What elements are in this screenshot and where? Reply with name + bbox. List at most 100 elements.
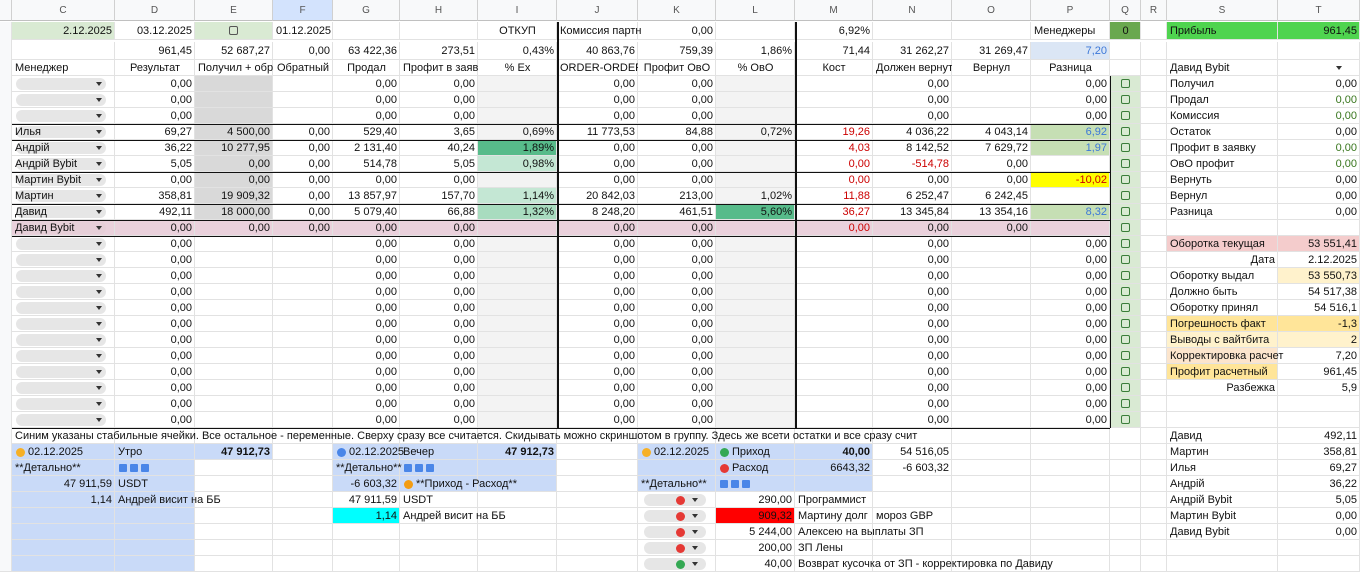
checkbox[interactable]	[1120, 351, 1130, 360]
cell-text: Андрей висит на ББ	[403, 510, 506, 522]
checkbox[interactable]	[1120, 143, 1130, 152]
dropdown[interactable]	[16, 110, 106, 122]
dropdown[interactable]	[16, 254, 106, 266]
cell-text: 0,00	[613, 382, 635, 394]
dropdown[interactable]	[16, 398, 106, 410]
cell	[795, 172, 873, 188]
dropdown[interactable]	[16, 286, 106, 298]
cell-text: 0,00	[375, 174, 397, 186]
dropdown[interactable]	[16, 238, 106, 250]
cell-text: Давид Bybit	[1170, 62, 1230, 74]
checkbox[interactable]	[1120, 319, 1130, 328]
cell	[795, 108, 873, 124]
checkbox[interactable]	[1120, 255, 1130, 264]
cell-text: 0,00	[375, 110, 397, 122]
dropdown[interactable]	[16, 78, 106, 90]
cell-text: 961,45	[158, 45, 192, 57]
cell	[1110, 364, 1141, 380]
cell-text: 69,27	[1329, 462, 1357, 474]
checkbox[interactable]	[1120, 383, 1130, 392]
cell	[873, 348, 952, 364]
checkbox[interactable]	[1120, 223, 1130, 232]
dropdown[interactable]	[16, 318, 106, 330]
cell-text: 1,86%	[760, 45, 792, 57]
cell	[952, 412, 1031, 428]
column-letter: O	[952, 0, 1031, 21]
cell-text: 31 262,27	[900, 45, 949, 57]
dropdown[interactable]	[16, 222, 106, 234]
dropdown[interactable]	[16, 382, 106, 394]
checkbox[interactable]	[1120, 271, 1130, 280]
cell	[1278, 42, 1360, 60]
dropdown[interactable]	[16, 142, 106, 154]
cell-text: 0,00	[453, 94, 475, 106]
checkbox[interactable]	[1120, 287, 1130, 296]
status-dot	[676, 559, 685, 569]
cell-text: 0,00	[375, 366, 397, 378]
dropdown[interactable]	[16, 366, 106, 378]
cell	[873, 300, 952, 316]
cell	[952, 204, 1031, 220]
checkbox[interactable]	[1120, 367, 1130, 376]
cell	[638, 380, 716, 396]
dropdown[interactable]	[644, 494, 706, 506]
cell	[195, 284, 273, 300]
cell	[333, 76, 400, 92]
checkbox[interactable]	[1120, 207, 1130, 216]
dropdown[interactable]	[644, 558, 706, 570]
checkbox[interactable]	[229, 26, 238, 35]
dropdown[interactable]	[16, 190, 106, 202]
dropdown[interactable]	[16, 414, 106, 426]
cell-text: 52 687,27	[221, 45, 270, 57]
checkbox[interactable]	[1120, 415, 1130, 424]
cell-text: 54 516,1	[1314, 302, 1357, 314]
dropdown[interactable]	[16, 158, 106, 170]
cell	[716, 300, 795, 316]
cell	[1110, 396, 1141, 412]
checkbox[interactable]	[1120, 79, 1130, 88]
dropdown[interactable]	[644, 542, 706, 554]
cell-text: 0,00	[1085, 286, 1107, 298]
cell	[638, 220, 716, 236]
dropdown[interactable]	[16, 174, 106, 186]
dropdown[interactable]	[16, 126, 106, 138]
cell-text: 4 036,22	[906, 126, 949, 138]
dropdown[interactable]	[16, 94, 106, 106]
dropdown-arrow	[96, 114, 102, 118]
checkbox[interactable]	[1120, 399, 1130, 408]
checkbox[interactable]	[1120, 127, 1130, 136]
cell	[873, 476, 952, 492]
cell	[1110, 236, 1141, 252]
cell-text: ЗП Лены	[798, 542, 843, 554]
checkbox[interactable]	[1120, 175, 1130, 184]
dropdown[interactable]	[644, 526, 706, 538]
cell-text: 290,00	[758, 494, 792, 506]
checkbox[interactable]	[1120, 111, 1130, 120]
checkbox[interactable]	[1120, 95, 1130, 104]
cell	[1110, 412, 1141, 428]
cell	[12, 540, 115, 556]
checkbox[interactable]	[1120, 303, 1130, 312]
checkbox[interactable]	[1120, 191, 1130, 200]
dropdown-arrow	[692, 562, 698, 566]
cell	[400, 252, 478, 268]
cell-text: 0,00	[1335, 510, 1357, 522]
cell	[557, 140, 638, 156]
cell	[400, 236, 478, 252]
dropdown[interactable]	[16, 350, 106, 362]
cell-text: 0,00	[170, 286, 192, 298]
checkbox[interactable]	[1120, 159, 1130, 168]
status-dot	[676, 527, 685, 537]
cell	[1167, 76, 1278, 92]
cell	[333, 460, 400, 476]
dropdown[interactable]	[16, 302, 106, 314]
cell	[1110, 156, 1141, 172]
cell-text: 0,00	[170, 382, 192, 394]
dropdown[interactable]	[644, 510, 706, 522]
checkbox[interactable]	[1120, 239, 1130, 248]
dropdown[interactable]	[16, 206, 106, 218]
checkbox[interactable]	[1120, 335, 1130, 344]
dropdown[interactable]	[16, 334, 106, 346]
cell	[795, 460, 873, 476]
dropdown[interactable]	[16, 270, 106, 282]
